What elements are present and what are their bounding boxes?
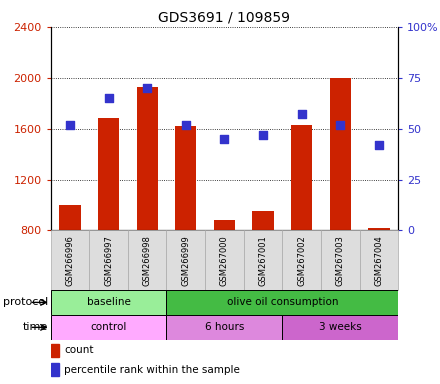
Point xyxy=(337,121,344,127)
Bar xyxy=(128,230,166,290)
Bar xyxy=(282,315,398,340)
Point xyxy=(143,85,150,91)
Bar xyxy=(51,363,59,376)
Text: GSM267001: GSM267001 xyxy=(259,235,268,286)
Text: protocol: protocol xyxy=(3,297,48,308)
Text: percentile rank within the sample: percentile rank within the sample xyxy=(64,365,240,375)
Bar xyxy=(330,78,351,230)
Point xyxy=(260,132,267,138)
Bar xyxy=(321,230,359,290)
Bar xyxy=(291,125,312,230)
Bar xyxy=(166,315,282,340)
Bar xyxy=(51,290,166,315)
Point xyxy=(105,95,112,101)
Point xyxy=(182,121,189,127)
Bar xyxy=(205,230,244,290)
Bar xyxy=(51,315,166,340)
Text: olive oil consumption: olive oil consumption xyxy=(227,297,338,308)
Bar xyxy=(166,230,205,290)
Text: GSM266996: GSM266996 xyxy=(66,235,74,286)
Bar xyxy=(51,230,89,290)
Point xyxy=(221,136,228,142)
Text: GSM267003: GSM267003 xyxy=(336,235,345,286)
Title: GDS3691 / 109859: GDS3691 / 109859 xyxy=(158,10,290,24)
Bar xyxy=(98,118,119,230)
Text: time: time xyxy=(23,322,48,333)
Bar xyxy=(282,230,321,290)
Text: GSM267004: GSM267004 xyxy=(374,235,383,286)
Text: control: control xyxy=(90,322,127,333)
Bar xyxy=(51,344,59,357)
Bar xyxy=(89,230,128,290)
Point xyxy=(66,121,73,127)
Text: GSM267000: GSM267000 xyxy=(220,235,229,286)
Text: GSM266998: GSM266998 xyxy=(143,235,152,286)
Text: baseline: baseline xyxy=(87,297,131,308)
Bar xyxy=(368,228,389,230)
Bar xyxy=(359,230,398,290)
Bar xyxy=(59,205,81,230)
Text: GSM267002: GSM267002 xyxy=(297,235,306,286)
Bar xyxy=(244,230,282,290)
Text: 6 hours: 6 hours xyxy=(205,322,244,333)
Text: 3 weeks: 3 weeks xyxy=(319,322,362,333)
Point xyxy=(375,142,382,148)
Text: GSM266999: GSM266999 xyxy=(181,235,190,286)
Bar xyxy=(175,126,196,230)
Bar xyxy=(166,290,398,315)
Text: GSM266997: GSM266997 xyxy=(104,235,113,286)
Bar xyxy=(214,220,235,230)
Text: count: count xyxy=(64,345,94,355)
Bar xyxy=(136,87,158,230)
Point xyxy=(298,111,305,118)
Bar xyxy=(253,211,274,230)
